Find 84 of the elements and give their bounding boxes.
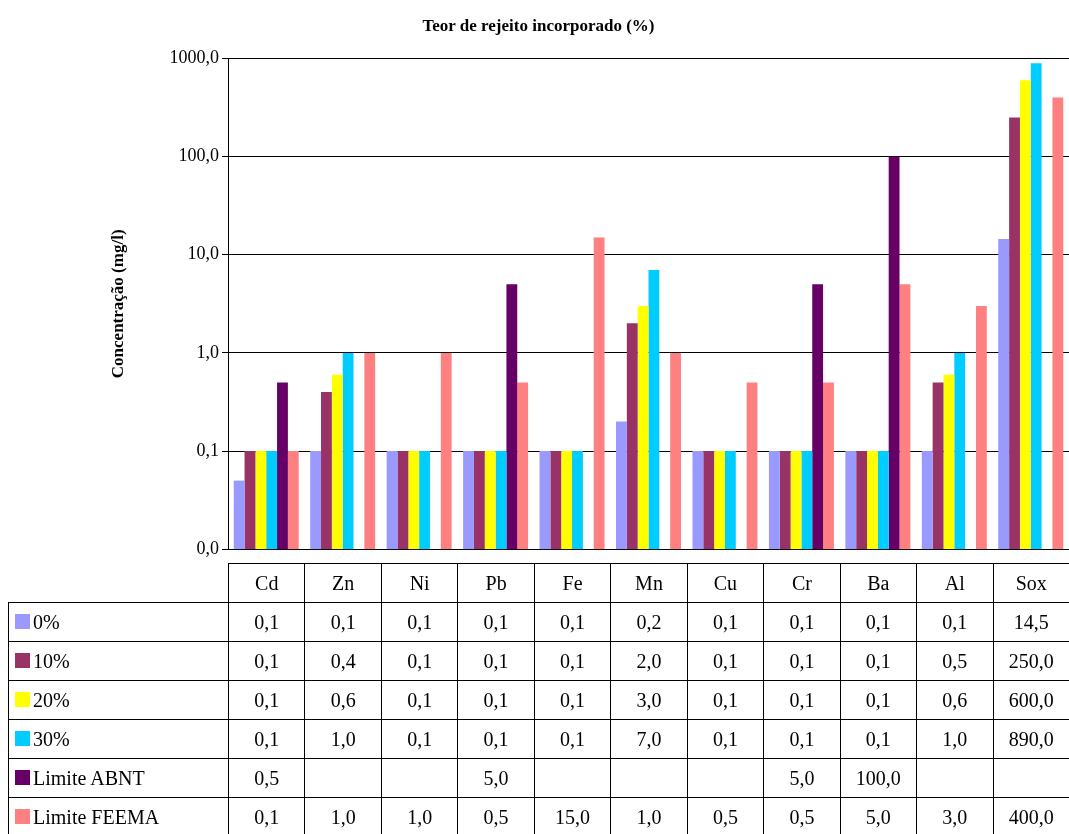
data-label: 0,1 bbox=[381, 602, 458, 642]
data-label: 0,1 bbox=[228, 602, 305, 642]
x-tick-label: Cr bbox=[763, 563, 841, 603]
y-tick-label: 1,0 bbox=[196, 341, 219, 362]
data-label: 1,0 bbox=[916, 719, 994, 759]
y-tick-label: 100,0 bbox=[178, 145, 219, 166]
x-tick-label: Fe bbox=[534, 563, 611, 603]
data-label: 1,0 bbox=[304, 719, 382, 759]
data-label: 2,0 bbox=[610, 641, 688, 681]
legend-label: 10% bbox=[33, 649, 70, 672]
y-axis-title: Concentração (mg/l) bbox=[107, 229, 127, 379]
x-tick-label: Pb bbox=[457, 563, 535, 603]
data-label: 5,0 bbox=[457, 758, 535, 798]
legend-label: Limite ABNT bbox=[33, 766, 145, 789]
data-label: 0,1 bbox=[228, 797, 305, 834]
data-label: 0,1 bbox=[381, 719, 458, 759]
data-label: 0,1 bbox=[687, 719, 764, 759]
chart-title: Teor de rejeito incorporado (%) bbox=[422, 15, 655, 35]
data-label: 3,0 bbox=[916, 797, 994, 834]
data-label: 5,0 bbox=[840, 797, 917, 834]
data-label: 7,0 bbox=[610, 719, 688, 759]
data-label: 0,1 bbox=[687, 680, 764, 720]
data-label: 5,0 bbox=[763, 758, 841, 798]
data-label: 890,0 bbox=[993, 719, 1069, 759]
x-tick-label: Cu bbox=[687, 563, 764, 603]
data-label: 1,0 bbox=[381, 797, 458, 834]
data-label: 0,1 bbox=[763, 719, 841, 759]
data-label: 1,0 bbox=[304, 797, 382, 834]
data-label: 0,6 bbox=[304, 680, 382, 720]
x-tick-label: Ni bbox=[381, 563, 458, 603]
data-label: 0,1 bbox=[228, 641, 305, 681]
legend-label: 20% bbox=[33, 688, 70, 711]
data-label: 3,0 bbox=[610, 680, 688, 720]
data-label: 0,1 bbox=[763, 641, 841, 681]
x-tick-label: Zn bbox=[304, 563, 382, 603]
data-label: 0,1 bbox=[457, 602, 535, 642]
data-label: 1,0 bbox=[610, 797, 688, 834]
data-label: 0,5 bbox=[687, 797, 764, 834]
data-label: 0,1 bbox=[457, 719, 535, 759]
data-label: 0,5 bbox=[228, 758, 305, 798]
data-label: 0,1 bbox=[534, 602, 611, 642]
data-label: 0,5 bbox=[457, 797, 535, 834]
data-label: 0,1 bbox=[381, 680, 458, 720]
x-tick-label: Ba bbox=[840, 563, 917, 603]
x-tick-label: Al bbox=[916, 563, 994, 603]
data-label: 0,4 bbox=[304, 641, 382, 681]
data-label: 0,5 bbox=[916, 641, 994, 681]
x-tick-label: Cd bbox=[228, 563, 305, 603]
legend-label: 0% bbox=[33, 610, 60, 633]
data-label: 0,1 bbox=[534, 719, 611, 759]
data-label: 0,1 bbox=[687, 602, 764, 642]
data-label: 14,5 bbox=[993, 602, 1069, 642]
y-tick-label: 10,0 bbox=[187, 243, 219, 264]
x-tick-label: Mn bbox=[610, 563, 688, 603]
legend-label: Limite FEEMA bbox=[33, 805, 160, 828]
data-label: 0,1 bbox=[304, 602, 382, 642]
data-label: 0,1 bbox=[840, 641, 917, 681]
data-label: 15,0 bbox=[534, 797, 611, 834]
y-tick-label: 0,0 bbox=[196, 537, 219, 558]
data-label: 0,1 bbox=[687, 641, 764, 681]
data-label: 0,5 bbox=[763, 797, 841, 834]
data-label: 0,1 bbox=[228, 719, 305, 759]
data-label: 100,0 bbox=[840, 758, 917, 798]
y-tick-label: 0,1 bbox=[196, 439, 219, 460]
data-label: 400,0 bbox=[993, 797, 1069, 834]
data-label: 0,1 bbox=[534, 680, 611, 720]
data-label: 250,0 bbox=[993, 641, 1069, 681]
data-label: 0,1 bbox=[457, 641, 535, 681]
y-tick-label: 1000,0 bbox=[169, 47, 219, 68]
data-label: 0,1 bbox=[840, 719, 917, 759]
data-label: 0,1 bbox=[534, 641, 611, 681]
data-label: 0,1 bbox=[840, 602, 917, 642]
data-label: 0,2 bbox=[610, 602, 688, 642]
data-label: 0,1 bbox=[381, 641, 458, 681]
data-label: 0,1 bbox=[228, 680, 305, 720]
data-label: 0,1 bbox=[840, 680, 917, 720]
data-label: 0,6 bbox=[916, 680, 994, 720]
data-label: 0,1 bbox=[916, 602, 994, 642]
data-label: 600,0 bbox=[993, 680, 1069, 720]
data-label: 0,1 bbox=[763, 680, 841, 720]
legend-label: 30% bbox=[33, 727, 70, 750]
x-tick-label: Sox bbox=[993, 563, 1069, 603]
data-label: 0,1 bbox=[763, 602, 841, 642]
data-label: 0,1 bbox=[457, 680, 535, 720]
